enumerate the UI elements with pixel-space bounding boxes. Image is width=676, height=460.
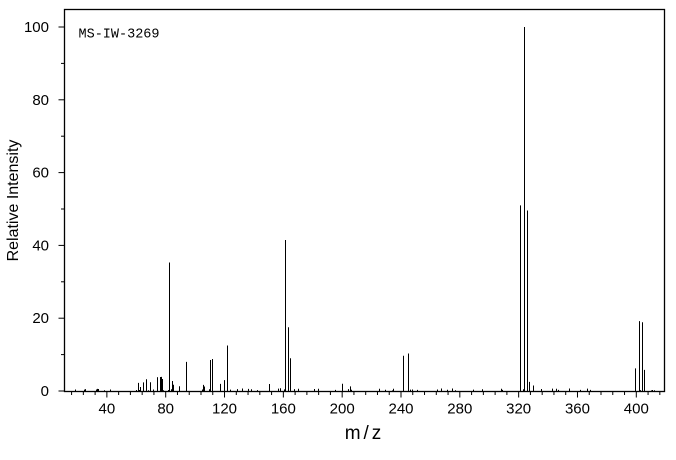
svg-text:200: 200	[330, 401, 355, 418]
svg-text:20: 20	[32, 310, 49, 327]
svg-text:240: 240	[388, 401, 413, 418]
svg-text:80: 80	[157, 401, 174, 418]
svg-text:280: 280	[447, 401, 472, 418]
svg-text:160: 160	[271, 401, 296, 418]
svg-text:60: 60	[32, 165, 49, 182]
svg-text:360: 360	[565, 401, 590, 418]
svg-text:40: 40	[32, 237, 49, 254]
svg-text:80: 80	[32, 92, 49, 109]
svg-text:320: 320	[506, 401, 531, 418]
svg-text:MS-IW-3269: MS-IW-3269	[79, 28, 160, 43]
svg-text:400: 400	[624, 401, 649, 418]
svg-text:0: 0	[41, 383, 49, 400]
svg-text:m/z: m/z	[345, 423, 385, 444]
svg-text:120: 120	[212, 401, 237, 418]
svg-text:100: 100	[24, 19, 49, 36]
svg-text:40: 40	[99, 401, 116, 418]
svg-text:Relative Intensity: Relative Intensity	[5, 140, 22, 262]
